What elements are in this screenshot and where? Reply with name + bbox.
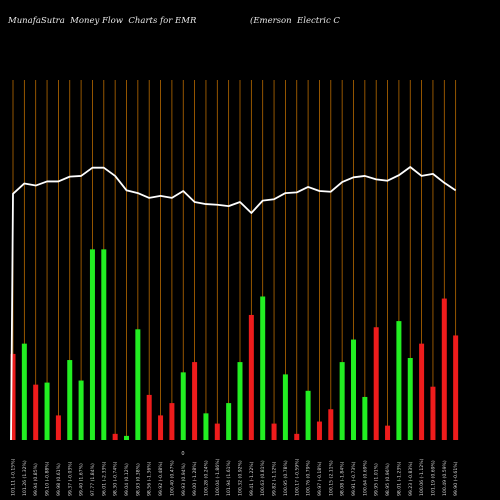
x-tick-label: 100.28 (0.24%) (203, 460, 209, 496)
money-flow-bar (316, 421, 322, 440)
chart-subtitle: (Emerson Electric C (250, 16, 340, 26)
money-flow-bar (441, 298, 447, 440)
x-tick-label: 99.93 (0.94%) (181, 463, 187, 496)
money-flow-bar (135, 329, 141, 440)
money-flow-bar (453, 335, 459, 440)
x-tick-label: 99.91 (-0.73%) (351, 461, 357, 496)
money-flow-bar (33, 384, 39, 440)
x-tick-label: 99.94 (0.85%) (33, 463, 39, 496)
money-flow-bar (271, 423, 277, 440)
money-flow-bar (396, 321, 402, 440)
x-tick-label: 99.95 (1.01%) (374, 463, 380, 496)
x-tick-label: 98.01 (-1.23%) (396, 461, 402, 496)
x-tick-label: 99.10 (-0.88%) (45, 461, 51, 496)
money-flow-bar (373, 327, 379, 440)
x-tick-label: 100.04 (-1.86%) (215, 458, 221, 496)
money-flow-bar (339, 362, 345, 440)
money-flow-bar (305, 390, 311, 440)
price-line (10, 166, 457, 441)
money-flow-bar (158, 415, 164, 440)
money-flow-bar (10, 353, 16, 440)
money-flow-bar (282, 374, 288, 440)
axis-zero-label: 0 (181, 451, 184, 457)
x-tick-label: 99.82 (-1.12%) (272, 461, 278, 496)
money-flow-bar (226, 403, 232, 440)
x-tick-label: 98.08 (-1.84%) (340, 461, 346, 496)
x-tick-label: 100.76 (0.79%) (306, 460, 312, 496)
x-tick-label: 100.64 (0.69%) (362, 460, 368, 496)
x-tick-label: 98.95 (0.96%) (385, 463, 391, 496)
x-tick-label: 99.92 (-0.48%) (158, 461, 164, 496)
x-tick-label: 100.40 (0.47%) (169, 460, 175, 496)
x-tick-label: 101.26 (1.32%) (22, 460, 28, 496)
x-tick-label: 99.40 (1.67%) (79, 463, 85, 496)
money-flow-bar (203, 413, 209, 440)
money-flow-bar (89, 249, 95, 440)
x-tick-label: 101.94 (1.61%) (226, 460, 232, 496)
money-flow-bar (101, 249, 107, 440)
money-flow-bar (146, 394, 152, 440)
money-flow-bar (67, 360, 73, 440)
chart-title: MunafaSutra Money Flow Charts for EMR (8, 16, 197, 26)
money-flow-bar (248, 314, 254, 440)
money-flow-bar (55, 415, 61, 440)
x-tick-label: 97.77 (1.84%) (90, 463, 96, 496)
money-flow-bar (214, 423, 220, 440)
money-flow-bar (44, 382, 50, 440)
money-flow-bar (169, 403, 175, 440)
x-tick-label: 100.15 (2.11%) (328, 460, 334, 496)
x-tick-label: 101.19 (0.69%) (430, 460, 436, 496)
x-tick-label: 99.00 (-1.28%) (192, 461, 198, 496)
x-tick-label: 100.49 (0.59%) (442, 460, 448, 496)
money-flow-bar (112, 433, 118, 440)
money-flow-bar (385, 425, 391, 440)
x-tick-label: 99.98 (0.61%) (56, 463, 62, 496)
money-flow-bar (430, 386, 436, 440)
x-tick-label: 99.41 (-1.22%) (249, 461, 255, 496)
money-flow-bar (78, 380, 84, 440)
money-flow-bar (328, 409, 334, 440)
money-flow-bar (362, 396, 368, 440)
x-tick-label: 99.90 (-0.61%) (453, 461, 459, 496)
x-tick-label: 100.32 (0.92%) (238, 460, 244, 496)
x-tick-label: 100.95 (0.78%) (283, 460, 289, 496)
x-tick-label: 101.11 (-0.15%) (11, 458, 17, 496)
money-flow-bar (124, 435, 129, 440)
money-flow-bar (192, 362, 198, 440)
x-tick-label: 99.37 (-0.03%) (67, 461, 73, 496)
x-tick-label: 96.01 (-2.33%) (101, 461, 107, 496)
x-tick-label: 99.97 (-0.18%) (317, 461, 323, 496)
money-flow-bar (294, 433, 300, 440)
money-flow-bar (237, 362, 243, 440)
x-tick-label: 99.23 (-0.83%) (408, 461, 414, 496)
money-flow-bar (351, 339, 356, 440)
money-flow-bar (419, 343, 425, 440)
money-flow-bar (21, 343, 27, 440)
x-tick-label: 99.04 (0.12%) (124, 463, 130, 496)
x-tick-label: 100.06 (-1.12%) (419, 458, 425, 496)
money-flow-bar (180, 372, 186, 440)
x-tick-label: 100.17 (-0.59%) (294, 458, 300, 496)
money-flow-bar (407, 358, 413, 440)
x-tick-label: 100.63 (0.81%) (260, 460, 266, 496)
money-flow-bar (260, 296, 266, 440)
x-tick-label: 98.30 (-0.74%) (113, 461, 119, 496)
x-tick-label: 98.93 (0.38%) (135, 463, 141, 496)
x-tick-label: 98.56 (-1.36%) (147, 461, 153, 496)
